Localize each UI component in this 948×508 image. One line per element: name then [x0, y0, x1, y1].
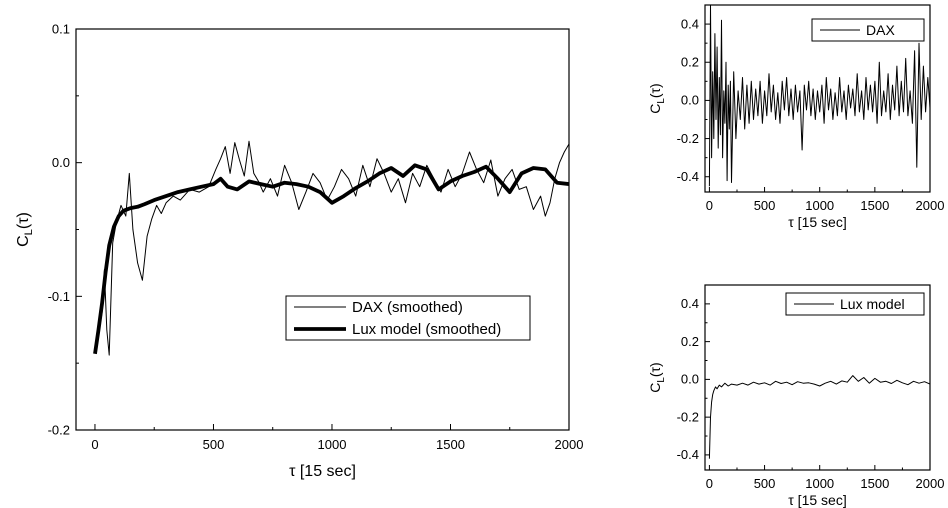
lux-axis-ticks: 0 500 1000 1500 2000 -0.4 -0.2 0.0 0.2 0.4 — [677, 296, 945, 491]
x-tick-label: 500 — [754, 198, 776, 213]
y-tick-label: -0.2 — [48, 423, 70, 438]
y-tick-label: -0.1 — [48, 289, 70, 304]
y-tick-label: -0.2 — [677, 409, 699, 424]
x-tick-label: 1000 — [318, 437, 347, 452]
main-plot-frame — [75, 28, 570, 431]
x-tick-label: 2000 — [916, 198, 945, 213]
series-line-1 — [93, 163, 569, 355]
y-tick-label: 0.1 — [52, 22, 70, 37]
series-line-0 — [94, 140, 569, 356]
x-tick-label: 1000 — [805, 476, 834, 491]
legend-label: Lux model — [840, 296, 905, 312]
y-tick-label: -0.4 — [677, 169, 699, 184]
lux-x-axis-label: τ [15 sec] — [788, 492, 846, 508]
y-tick-label: 0.4 — [681, 16, 699, 31]
legend-box — [285, 295, 531, 341]
x-tick-label: 500 — [754, 476, 776, 491]
y-tick-label: 0.2 — [681, 334, 699, 349]
main-series-lines — [93, 140, 569, 356]
dax-axis-ticks: 0 500 1000 1500 2000 -0.4 -0.2 0.0 0.2 0.4 — [677, 16, 945, 213]
series-line-0 — [708, 5, 930, 187]
x-tick-label: 0 — [706, 476, 713, 491]
x-tick-label: 1000 — [805, 198, 834, 213]
lux-legend: Lux model — [785, 292, 925, 316]
dax-chart: 0 500 1000 1500 2000 -0.4 -0.2 0.0 0.2 0.4 τ [15 … — [647, 4, 945, 230]
main-chart: 0 500 1000 1500 2000 -0.2 -0.1 0.0 0.1 τ [15 sec… — [15, 22, 583, 480]
y-tick-label: 0.0 — [681, 93, 699, 108]
y-tick-label: -0.2 — [677, 131, 699, 146]
x-tick-label: 2000 — [916, 476, 945, 491]
y-tick-label: 0.0 — [52, 155, 70, 170]
x-tick-label: 500 — [203, 437, 225, 452]
dax-legend: DAX — [811, 18, 925, 42]
legend-label: Lux model (smoothed) — [352, 321, 501, 338]
x-tick-label: 1500 — [436, 437, 465, 452]
legend-box — [785, 292, 925, 316]
y-tick-label: -0.4 — [677, 447, 699, 462]
dax-y-axis-label: CL(τ) — [647, 83, 667, 113]
x-tick-label: 0 — [91, 437, 98, 452]
main-axis-ticks: 0 500 1000 1500 2000 -0.2 -0.1 0.0 0.1 — [48, 22, 584, 452]
series-line-0 — [708, 375, 930, 459]
x-tick-label: 1500 — [860, 198, 889, 213]
legend-label: DAX (smoothed) — [352, 299, 463, 316]
y-tick-label: 0.0 — [681, 372, 699, 387]
x-tick-label: 1500 — [860, 476, 889, 491]
legend-label: DAX — [866, 22, 895, 38]
y-tick-label: 0.2 — [681, 54, 699, 69]
main-x-axis-label: τ [15 sec] — [289, 463, 356, 480]
lux-series-lines — [708, 375, 930, 459]
x-tick-label: 0 — [706, 198, 713, 213]
lux-chart: 0 500 1000 1500 2000 -0.4 -0.2 0.0 0.2 0.4 τ [15 … — [647, 284, 945, 508]
lux-y-axis-label: CL(τ) — [647, 362, 667, 392]
main-y-axis-label: CL(τ) — [15, 212, 35, 247]
x-tick-label: 2000 — [555, 437, 584, 452]
legend-box — [811, 18, 925, 42]
dax-x-axis-label: τ [15 sec] — [788, 214, 846, 230]
main-legend: DAX (smoothed) Lux model (smoothed) — [285, 295, 531, 341]
y-tick-label: 0.4 — [681, 296, 699, 311]
dax-series-lines — [708, 5, 930, 187]
dax-plot-frame — [704, 4, 931, 193]
lux-plot-frame — [704, 284, 931, 471]
